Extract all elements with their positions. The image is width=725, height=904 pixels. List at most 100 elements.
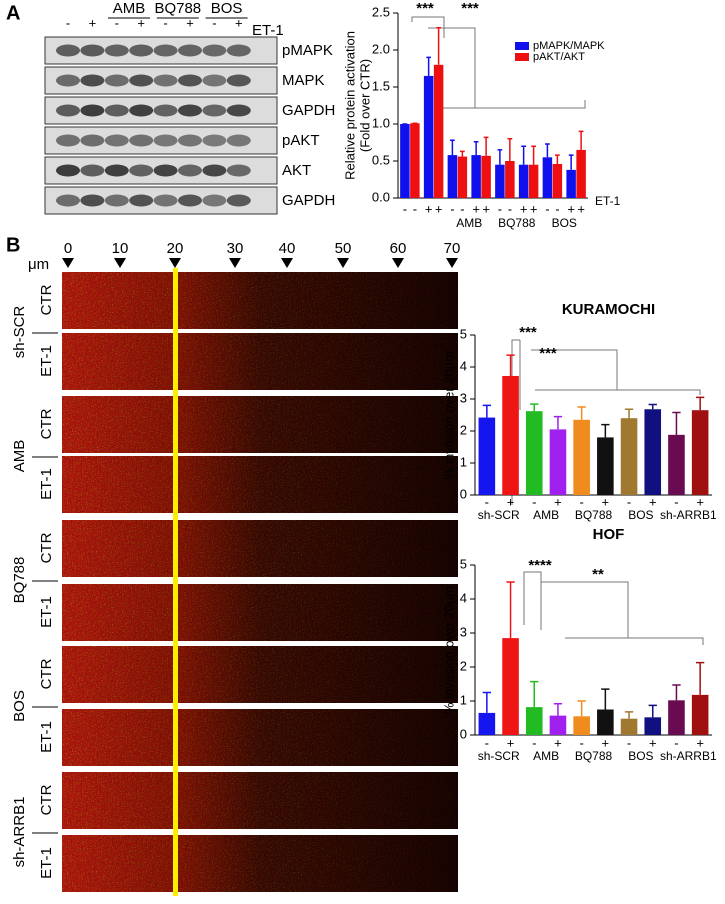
distance-label: 40 xyxy=(279,240,296,257)
x-tick-label: + xyxy=(530,201,538,216)
significance: **** xyxy=(528,557,552,574)
distance-label: 50 xyxy=(335,240,352,257)
western-blot: - + - + - + - +AMB BQ788 BOSET-1pMAPKMAPKGAPDHpAK… xyxy=(44,0,335,215)
y-tick-label: 3 xyxy=(460,390,467,405)
condition-label: ET-1 xyxy=(38,721,55,753)
error-bar xyxy=(577,700,586,717)
row-label: pMAPK xyxy=(282,42,333,59)
bar xyxy=(525,707,543,735)
x-tick-label: + xyxy=(507,735,515,750)
y-tick-label: 0.0 xyxy=(372,189,390,204)
y-tick-label: 2.0 xyxy=(372,41,390,56)
group-label: sh-SCR xyxy=(11,306,28,359)
distance-marker xyxy=(392,258,404,268)
blot-band xyxy=(178,194,202,207)
legend-swatch xyxy=(515,53,529,61)
bar xyxy=(400,124,410,198)
x-tick-label: - xyxy=(555,201,559,216)
x-tick-label: - xyxy=(403,201,407,216)
x-tick-label: - xyxy=(413,201,417,216)
bar xyxy=(549,715,567,735)
blot-band xyxy=(80,134,105,147)
blot-band xyxy=(153,134,178,147)
image-texture xyxy=(62,520,458,577)
y-tick-label: 5 xyxy=(460,326,467,341)
bar xyxy=(552,163,563,198)
condition-label: CTR xyxy=(38,284,55,315)
bar xyxy=(505,161,515,198)
x-tick-label: + xyxy=(554,494,562,509)
x-tick-label: - xyxy=(508,201,512,216)
y-tick-label: 2.5 xyxy=(372,4,390,19)
x-tick-label: + xyxy=(567,201,575,216)
x-tick-label: - xyxy=(532,494,536,509)
bar xyxy=(495,164,505,198)
error-bar xyxy=(672,684,681,701)
condition-label: ET-1 xyxy=(38,847,55,879)
group-label: AMB xyxy=(533,749,559,763)
group-label: BQ788 xyxy=(575,749,613,763)
y-axis-label: (Fold over CTR) xyxy=(357,59,372,152)
group-label: sh-ARRB1 xyxy=(660,749,717,763)
lane-sign: - xyxy=(66,15,70,30)
treatment-label: ET-1 xyxy=(252,22,284,39)
bar xyxy=(478,712,496,735)
x-tick-label: + xyxy=(649,494,657,509)
x-tick-label: - xyxy=(485,494,489,509)
blot-band xyxy=(202,44,227,57)
image-texture xyxy=(62,709,458,766)
error-bar xyxy=(483,136,489,156)
blot-band xyxy=(104,164,129,177)
error-bar xyxy=(473,141,479,156)
y-tick-label: 4 xyxy=(460,358,467,373)
bar xyxy=(644,717,662,735)
y-tick-label: 1 xyxy=(460,692,467,707)
bar xyxy=(433,64,444,198)
error-bar xyxy=(426,56,432,76)
bar xyxy=(691,694,709,735)
condition-label: CTR xyxy=(38,784,55,815)
error-bar xyxy=(521,145,527,165)
y-tick-label: 0 xyxy=(460,726,467,741)
lane-sign: + xyxy=(235,15,243,30)
error-bar xyxy=(568,154,574,170)
blot-band xyxy=(56,44,80,57)
y-tick-label: 2 xyxy=(460,658,467,673)
x-tick-label: - xyxy=(460,201,464,216)
x-tick-label: - xyxy=(532,735,536,750)
group-label: sh-ARRB1 xyxy=(660,508,717,522)
blot-band xyxy=(202,134,227,147)
blot-band xyxy=(56,194,80,207)
condition-label: CTR xyxy=(38,532,55,563)
bar-chart: 0 1 2 3 4 5 % invasion over 20μm KURAMOCHI - + - + -… xyxy=(441,301,717,522)
condition-label: ET-1 xyxy=(38,345,55,377)
x-tick-label: + xyxy=(520,201,528,216)
y-tick-label: 1 xyxy=(460,454,467,469)
x-tick-label: + xyxy=(577,201,585,216)
chart-title: HOF xyxy=(593,526,625,543)
distance-label: 20 xyxy=(167,240,184,257)
distance-label: 30 xyxy=(227,240,244,257)
error-bar xyxy=(531,145,536,165)
error-bar xyxy=(530,680,539,708)
group-label: sh-ARRB1 xyxy=(11,797,28,868)
blot-band xyxy=(56,104,80,117)
x-tick-label: + xyxy=(649,735,657,750)
x-tick-label: + xyxy=(435,201,443,216)
significance: *** xyxy=(416,0,434,17)
error-bar xyxy=(672,411,681,435)
lane-sign: + xyxy=(137,15,145,30)
row-label: MAPK xyxy=(282,72,325,89)
x-tick-label: - xyxy=(674,735,678,750)
blot-band xyxy=(104,194,129,207)
error-bar xyxy=(506,581,515,639)
blot-band xyxy=(178,134,202,147)
y-tick-label: 3 xyxy=(460,624,467,639)
group-label: BQ788 xyxy=(498,216,536,230)
significance: *** xyxy=(519,324,537,341)
bar xyxy=(528,164,539,198)
bar xyxy=(481,155,491,198)
condition-label: ET-1 xyxy=(38,468,55,500)
error-bar xyxy=(506,354,515,376)
y-tick-label: 0 xyxy=(460,486,467,501)
